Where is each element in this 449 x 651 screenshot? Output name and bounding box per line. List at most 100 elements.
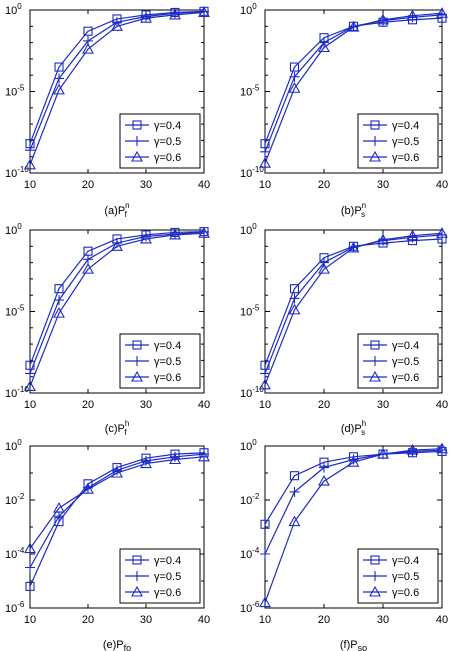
data-point bbox=[83, 254, 93, 265]
y-tick-label: 10-4 bbox=[5, 546, 25, 561]
x-tick-label: 40 bbox=[436, 399, 448, 411]
series-triangle bbox=[24, 6, 210, 170]
legend: γ=0.4 γ=0.5 γ=0.6 bbox=[119, 113, 201, 169]
y-tick-label: 10-2 bbox=[240, 492, 260, 507]
x-tick-label: 30 bbox=[377, 179, 389, 191]
data-point bbox=[347, 241, 360, 253]
x-tick-label: 40 bbox=[436, 614, 448, 626]
y-tick-label: 100 bbox=[240, 2, 257, 17]
panel-1: 10 20 30 40 100 10-5 10-10 γ=0.4 γ=0.5 γ=0.6 (a)Pn… bbox=[5, 2, 210, 219]
legend-marker bbox=[132, 571, 142, 581]
legend-marker bbox=[369, 370, 381, 382]
data-point bbox=[24, 158, 36, 170]
x-tick-label: 30 bbox=[140, 614, 152, 626]
data-point bbox=[53, 306, 65, 318]
data-point bbox=[54, 511, 64, 522]
series-triangle bbox=[259, 7, 448, 168]
legend-marker bbox=[132, 136, 142, 146]
x-tick-label: 30 bbox=[377, 399, 389, 411]
data-point bbox=[140, 232, 152, 244]
legend-marker bbox=[370, 120, 380, 130]
x-tick-label: 10 bbox=[24, 179, 36, 191]
data-point bbox=[260, 519, 270, 529]
series-triangle bbox=[24, 450, 210, 554]
x-tick-label: 10 bbox=[24, 614, 36, 626]
legend-marker bbox=[131, 150, 143, 162]
data-point bbox=[260, 146, 270, 157]
data-point bbox=[53, 83, 65, 95]
data-point bbox=[260, 368, 270, 379]
y-tick-label: 10-10 bbox=[5, 165, 29, 180]
panel-caption: (e)Pfo bbox=[103, 639, 131, 651]
series-plus bbox=[25, 226, 209, 379]
series-line bbox=[29, 11, 205, 166]
data-point bbox=[377, 447, 389, 459]
legend-marker bbox=[132, 120, 142, 130]
data-point bbox=[83, 26, 93, 36]
panel-caption: (d)Ph s bbox=[341, 419, 366, 437]
panel-4: 10 20 30 40 100 10-5 10-10 γ=0.4 γ=0.5 γ=0.6 (d)Ph… bbox=[240, 222, 448, 437]
legend-label: γ=0.5 bbox=[392, 571, 419, 583]
legend-label: γ=0.6 bbox=[154, 372, 181, 384]
data-point bbox=[288, 82, 301, 93]
x-tick-label: 30 bbox=[377, 614, 389, 626]
legend-marker bbox=[132, 356, 142, 366]
y-tick-label: 10-6 bbox=[5, 600, 25, 615]
data-point bbox=[288, 515, 301, 527]
panel-3: 10 20 30 40 100 10-5 10-10 γ=0.4 γ=0.5 γ=0.6 (c)Ph… bbox=[5, 222, 210, 437]
data-point bbox=[406, 9, 419, 21]
legend-label: γ=0.5 bbox=[154, 136, 181, 148]
legend-label: γ=0.4 bbox=[392, 340, 419, 352]
data-point bbox=[289, 62, 300, 72]
y-tick-label: 10-6 bbox=[240, 600, 260, 615]
x-tick-label: 20 bbox=[82, 179, 94, 191]
panel-caption: (c)Ph f bbox=[105, 419, 130, 437]
legend-label: γ=0.6 bbox=[392, 587, 419, 599]
y-tick-label: 100 bbox=[5, 2, 22, 17]
y-tick-label: 10-2 bbox=[5, 492, 25, 507]
data-point bbox=[436, 227, 448, 238]
x-tick-label: 10 bbox=[259, 399, 271, 411]
panel-5: 10 20 30 40 100 10-2 10-4 10-6 γ=0.4 γ=0.5 γ=0.6 (e… bbox=[5, 438, 210, 651]
data-point bbox=[289, 486, 300, 497]
data-point bbox=[259, 378, 271, 390]
data-point bbox=[111, 466, 123, 478]
y-tick-label: 100 bbox=[240, 222, 257, 237]
x-tick-label: 20 bbox=[318, 399, 330, 411]
legend-label: γ=0.6 bbox=[392, 372, 419, 384]
data-point bbox=[25, 368, 35, 379]
x-tick-label: 30 bbox=[140, 399, 152, 411]
legend-label: γ=0.4 bbox=[154, 555, 181, 567]
y-tick-label: 10-5 bbox=[240, 304, 260, 319]
data-point bbox=[289, 71, 300, 82]
data-point bbox=[198, 227, 210, 238]
data-point bbox=[54, 295, 64, 306]
data-point bbox=[54, 284, 64, 294]
legend-label: γ=0.4 bbox=[392, 120, 419, 132]
data-point bbox=[82, 483, 94, 494]
data-point bbox=[347, 456, 360, 467]
y-tick-label: 10-5 bbox=[5, 304, 25, 319]
legend: γ=0.4 γ=0.5 γ=0.6 bbox=[357, 548, 439, 604]
data-point bbox=[82, 262, 94, 274]
legend-marker bbox=[370, 340, 380, 350]
data-point bbox=[318, 41, 330, 53]
x-tick-label: 10 bbox=[259, 179, 271, 191]
x-tick-label: 10 bbox=[24, 399, 36, 411]
legend-label: γ=0.5 bbox=[392, 136, 419, 148]
x-tick-label: 20 bbox=[318, 614, 330, 626]
legend: γ=0.4 γ=0.5 γ=0.6 bbox=[357, 113, 439, 169]
series-line bbox=[29, 456, 205, 549]
x-tick-label: 40 bbox=[198, 614, 210, 626]
y-tick-label: 100 bbox=[240, 438, 257, 453]
y-tick-label: 10-5 bbox=[240, 84, 260, 99]
legend-marker bbox=[132, 555, 142, 565]
data-point bbox=[53, 501, 65, 513]
data-point bbox=[319, 462, 329, 473]
panel-caption: (b)Pn s bbox=[341, 201, 366, 219]
y-tick-label: 100 bbox=[5, 222, 22, 237]
legend: γ=0.4 γ=0.5 γ=0.6 bbox=[357, 333, 439, 389]
data-point bbox=[82, 42, 94, 54]
series-line bbox=[29, 232, 205, 387]
legend-label: γ=0.5 bbox=[392, 356, 419, 368]
